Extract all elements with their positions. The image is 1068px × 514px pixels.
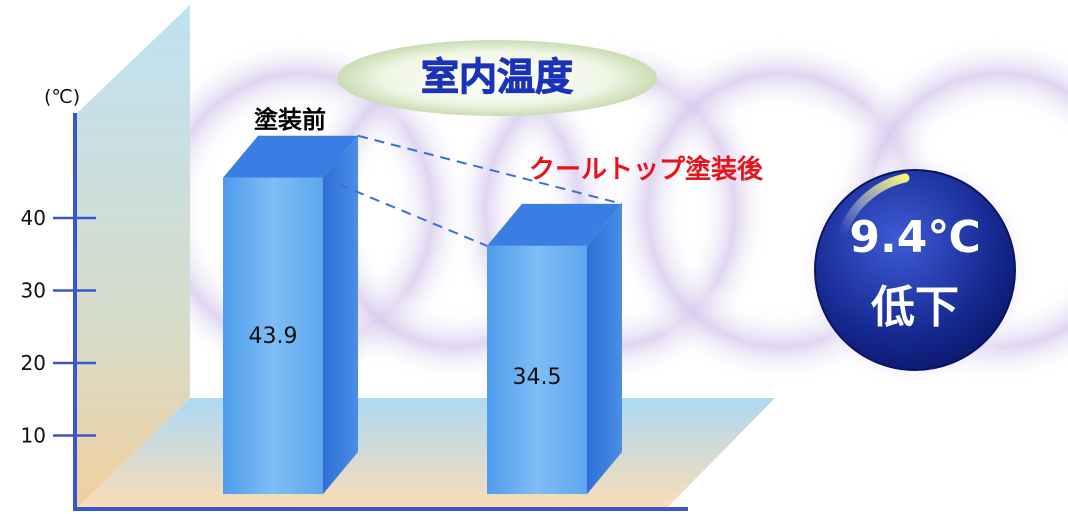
bar-front-face (223, 177, 323, 494)
bar: 34.5 (487, 203, 622, 494)
bar-top-connectors (322, 134, 623, 247)
badge-text: 低下 (871, 282, 959, 333)
bars: 43.9 34.5 (223, 135, 622, 494)
chart-back-wall (75, 5, 190, 510)
bar-top-face (487, 203, 622, 246)
badge-value: 9.4℃ (849, 212, 980, 263)
title-glow (337, 40, 657, 116)
bar-side-face (587, 203, 622, 494)
y-tick-label: 20 (21, 351, 46, 375)
category-label-after: クールトップ塗装後 (529, 154, 764, 185)
y-axis-ticks: 10 20 30 40 (21, 206, 96, 448)
bar-value-label: 34.5 (513, 365, 562, 390)
category-label-before: 塗装前 (254, 106, 326, 134)
y-axis-unit-label: (℃) (44, 86, 80, 108)
bar-top-face (223, 135, 358, 178)
reduction-badge: 9.4℃ 低下 (797, 152, 1033, 388)
bar-front-face (487, 245, 587, 494)
bar: 43.9 (223, 135, 358, 494)
chart-title: 室内温度 (421, 55, 573, 99)
y-tick-label: 40 (21, 206, 46, 230)
connector-line-top (357, 134, 623, 205)
y-tick-label: 10 (21, 424, 46, 448)
bar-side-face (323, 135, 358, 494)
bar-value-label: 43.9 (249, 324, 298, 349)
chart-floor (75, 398, 775, 510)
connector-line-bottom (322, 176, 488, 247)
y-tick-label: 30 (21, 279, 46, 303)
badge-highlight-arc (837, 173, 910, 240)
